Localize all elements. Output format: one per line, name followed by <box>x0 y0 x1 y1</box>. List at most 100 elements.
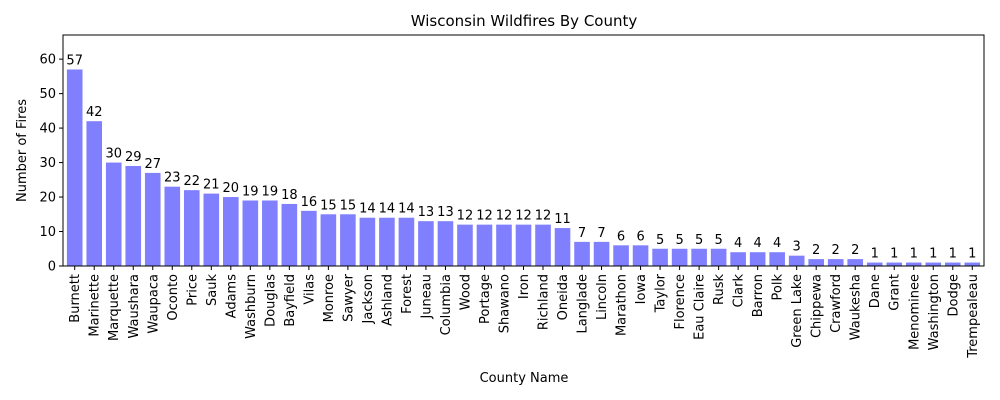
data-label: 6 <box>636 229 644 244</box>
plot-frame <box>62 34 985 267</box>
x-tick-label: Marathon <box>615 274 630 336</box>
bar-dodge <box>944 262 961 266</box>
x-tick-label: Florence <box>673 274 688 330</box>
data-label: 18 <box>281 188 298 203</box>
bar-rusk <box>710 248 727 266</box>
chart-title: Wisconsin Wildfires By County <box>411 12 638 30</box>
data-label: 5 <box>656 233 664 248</box>
x-tick-label: Waukesha <box>849 274 864 340</box>
data-label: 11 <box>554 212 571 227</box>
y-tick-label: 60 <box>39 53 56 68</box>
bars-group <box>66 69 981 266</box>
x-tick-label: Trempealeau <box>966 274 981 359</box>
bar-waukesha <box>847 259 864 266</box>
data-label: 7 <box>597 226 605 241</box>
x-tick-label: Richland <box>537 274 552 330</box>
x-tick-label: Washington <box>927 274 942 350</box>
data-label: 12 <box>476 209 493 224</box>
x-tick-label: Adams <box>224 274 239 319</box>
bar-sauk <box>203 193 220 266</box>
x-tick-label: Dane <box>868 274 883 308</box>
x-tick-label: Monroe <box>322 274 337 322</box>
x-tick-label: Wood <box>458 274 473 310</box>
bar-monroe <box>320 214 337 266</box>
y-tick-label: 40 <box>39 122 56 137</box>
x-tick-label: Vilas <box>302 274 317 305</box>
data-label: 3 <box>793 240 801 255</box>
data-label: 13 <box>418 205 435 220</box>
data-label: 6 <box>617 229 625 244</box>
y-tick-label: 30 <box>39 156 56 171</box>
data-label: 7 <box>578 226 586 241</box>
x-tick-label: Forest <box>400 274 415 314</box>
data-label: 1 <box>871 247 879 262</box>
bar-eau-claire <box>691 248 707 266</box>
y-tick-label: 20 <box>39 191 56 206</box>
bar-burnett <box>66 69 83 266</box>
x-tick-label: Burnett <box>68 274 83 323</box>
x-tick-label: Sauk <box>205 274 220 306</box>
x-tick-label: Juneau <box>419 274 434 320</box>
x-tick-label: Portage <box>478 274 493 324</box>
y-axis: 0 10 20 30 40 50 60 <box>39 53 63 275</box>
data-label: 2 <box>832 243 840 258</box>
data-label: 4 <box>773 236 781 251</box>
x-tick-label: Oconto <box>166 274 181 321</box>
bar-marinette <box>86 121 103 266</box>
data-label: 12 <box>457 209 474 224</box>
x-axis-label: County Name <box>480 371 569 386</box>
data-label: 14 <box>359 202 376 217</box>
y-tick-label: 10 <box>39 225 56 240</box>
x-tick-label: Waushara <box>127 274 142 339</box>
x-tick-label: Washburn <box>244 274 259 339</box>
x-tick-label: Barron <box>751 274 766 317</box>
bar-green-lake <box>788 255 805 266</box>
x-tick-label: Marquette <box>107 274 122 341</box>
data-label: 19 <box>262 184 279 199</box>
x-tick-label: Douglas <box>263 274 278 327</box>
data-label: 21 <box>203 178 220 193</box>
bar-marquette <box>105 162 122 266</box>
x-tick-label: Bayfield <box>283 274 298 327</box>
bar-douglas <box>262 200 278 266</box>
bar-dane <box>866 262 883 266</box>
x-tick-label: Ashland <box>380 274 395 326</box>
bar-bayfield <box>281 203 298 266</box>
bar-adams <box>223 197 239 266</box>
x-tick-label: Green Lake <box>790 274 805 348</box>
data-label: 12 <box>515 209 532 224</box>
data-label: 4 <box>734 236 742 251</box>
data-label: 1 <box>949 247 957 262</box>
data-label: 2 <box>812 243 820 258</box>
bar-sawyer <box>340 214 356 266</box>
bar-barron <box>749 252 766 266</box>
y-axis-label: Number of Fires <box>15 99 30 202</box>
data-label: 23 <box>164 171 181 186</box>
bar-langlade <box>574 241 590 266</box>
x-tick-label: Taylor <box>654 273 669 313</box>
x-tick-label: Iron <box>517 274 532 299</box>
bar-ashland <box>379 217 395 266</box>
data-label: 42 <box>86 105 103 120</box>
bar-waupaca <box>144 172 161 266</box>
x-tick-label: Waupaca <box>146 274 161 334</box>
x-tick-label: Columbia <box>439 274 454 335</box>
x-axis: Burnett Marinette Marquette Waushara Waupaca… <box>68 266 981 359</box>
x-tick-label: Sawyer <box>341 273 356 322</box>
data-label: 30 <box>105 147 122 162</box>
bar-washington <box>925 262 942 266</box>
bar-trempealeau <box>964 262 981 266</box>
data-label: 5 <box>675 233 683 248</box>
bar-price <box>183 190 200 266</box>
bar-polk <box>769 252 785 266</box>
bar-juneau <box>418 221 434 266</box>
data-label: 12 <box>496 209 513 224</box>
data-label: 19 <box>242 184 259 199</box>
x-tick-label: Marinette <box>88 274 103 337</box>
x-tick-label: Dodge <box>946 274 961 316</box>
x-tick-label: Oneida <box>556 274 571 320</box>
bar-portage <box>476 224 493 266</box>
x-tick-label: Lincoln <box>595 274 610 320</box>
bar-forest <box>398 217 415 266</box>
